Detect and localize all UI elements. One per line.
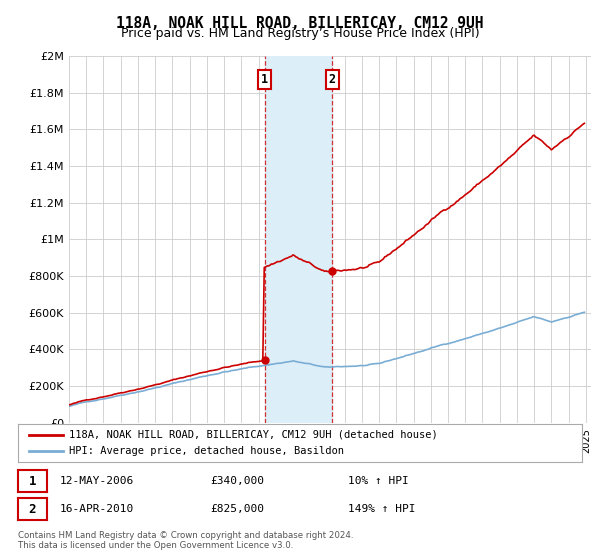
Text: 1: 1 xyxy=(261,73,268,86)
Text: 12-MAY-2006: 12-MAY-2006 xyxy=(60,476,134,486)
Text: 2: 2 xyxy=(329,73,336,86)
Text: 118A, NOAK HILL ROAD, BILLERICAY, CM12 9UH: 118A, NOAK HILL ROAD, BILLERICAY, CM12 9… xyxy=(116,16,484,31)
Text: 16-APR-2010: 16-APR-2010 xyxy=(60,504,134,514)
Text: Price paid vs. HM Land Registry’s House Price Index (HPI): Price paid vs. HM Land Registry’s House … xyxy=(121,27,479,40)
Text: £340,000: £340,000 xyxy=(210,476,264,486)
Bar xyxy=(265,56,332,423)
Text: Contains HM Land Registry data © Crown copyright and database right 2024.: Contains HM Land Registry data © Crown c… xyxy=(18,531,353,540)
Text: This data is licensed under the Open Government Licence v3.0.: This data is licensed under the Open Gov… xyxy=(18,542,293,550)
Text: 149% ↑ HPI: 149% ↑ HPI xyxy=(348,504,415,514)
Text: 2: 2 xyxy=(29,502,36,516)
Text: HPI: Average price, detached house, Basildon: HPI: Average price, detached house, Basi… xyxy=(69,446,344,456)
Text: 10% ↑ HPI: 10% ↑ HPI xyxy=(348,476,409,486)
Text: 118A, NOAK HILL ROAD, BILLERICAY, CM12 9UH (detached house): 118A, NOAK HILL ROAD, BILLERICAY, CM12 9… xyxy=(69,430,437,440)
Text: 1: 1 xyxy=(29,474,36,488)
Text: £825,000: £825,000 xyxy=(210,504,264,514)
